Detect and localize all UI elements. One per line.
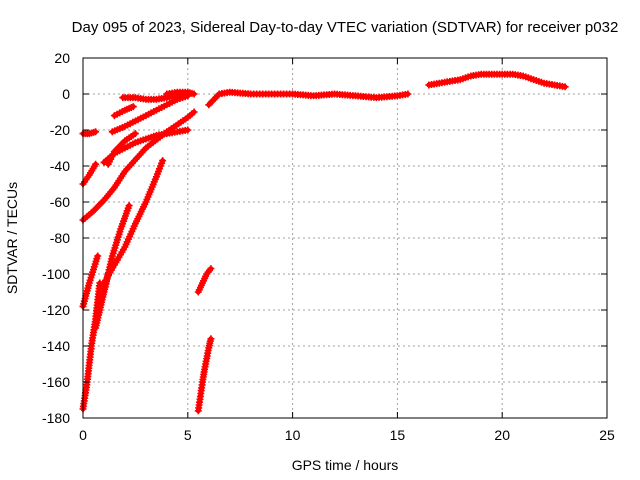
data-series-arc-16 xyxy=(194,335,215,415)
y-tick-label: -140 xyxy=(42,338,70,354)
tick-layer: 0 5 10 15 20 25 -180 -160 -140 -120 -100 -80 -60 -40 -… xyxy=(42,50,615,443)
grid-layer xyxy=(83,58,607,418)
x-tick-label: 25 xyxy=(599,427,615,443)
y-tick-label: -60 xyxy=(50,194,70,210)
data-point xyxy=(207,335,215,343)
data-point xyxy=(207,265,215,273)
y-tick-label: 0 xyxy=(62,86,70,102)
y-tick-label: 20 xyxy=(54,50,70,66)
data-point xyxy=(184,126,192,134)
x-tick-label: 15 xyxy=(390,427,406,443)
data-series-arc-17 xyxy=(205,88,412,109)
data-point xyxy=(125,202,133,210)
x-tick-label: 5 xyxy=(184,427,192,443)
x-tick-label: 20 xyxy=(494,427,510,443)
data-point xyxy=(92,160,100,168)
y-tick-label: -120 xyxy=(42,302,70,318)
data-series-arc-10 xyxy=(108,92,192,136)
data-layer xyxy=(79,70,569,415)
data-series-arc-5 xyxy=(79,108,198,224)
y-tick-label: -160 xyxy=(42,374,70,390)
data-point xyxy=(92,128,100,136)
data-series-arc-14 xyxy=(163,88,198,98)
data-point xyxy=(190,90,198,98)
data-point xyxy=(129,103,137,111)
data-series-arc-11 xyxy=(104,130,139,168)
data-series-arc-2 xyxy=(79,252,102,310)
y-tick-label: -20 xyxy=(50,122,70,138)
data-point xyxy=(190,108,198,116)
data-series-arc-12 xyxy=(110,103,137,120)
y-tick-label: -40 xyxy=(50,158,70,174)
y-tick-label: -80 xyxy=(50,230,70,246)
data-point xyxy=(404,90,412,98)
data-point xyxy=(94,252,102,260)
chart-title: Day 095 of 2023, Sidereal Day-to-day VTE… xyxy=(72,19,619,36)
data-point xyxy=(131,130,139,138)
x-tick-label: 0 xyxy=(79,427,87,443)
y-tick-label: -100 xyxy=(42,266,70,282)
data-point xyxy=(561,83,569,91)
x-tick-label: 10 xyxy=(285,427,301,443)
data-point xyxy=(159,157,167,165)
x-axis-label: GPS time / hours xyxy=(292,457,399,473)
data-series-arc-15 xyxy=(194,265,215,296)
data-series-arc-18 xyxy=(425,70,569,91)
y-tick-label: -180 xyxy=(42,410,70,426)
y-axis-label: SDTVAR / TECUs xyxy=(4,182,20,294)
data-series-arc-8 xyxy=(100,202,133,296)
